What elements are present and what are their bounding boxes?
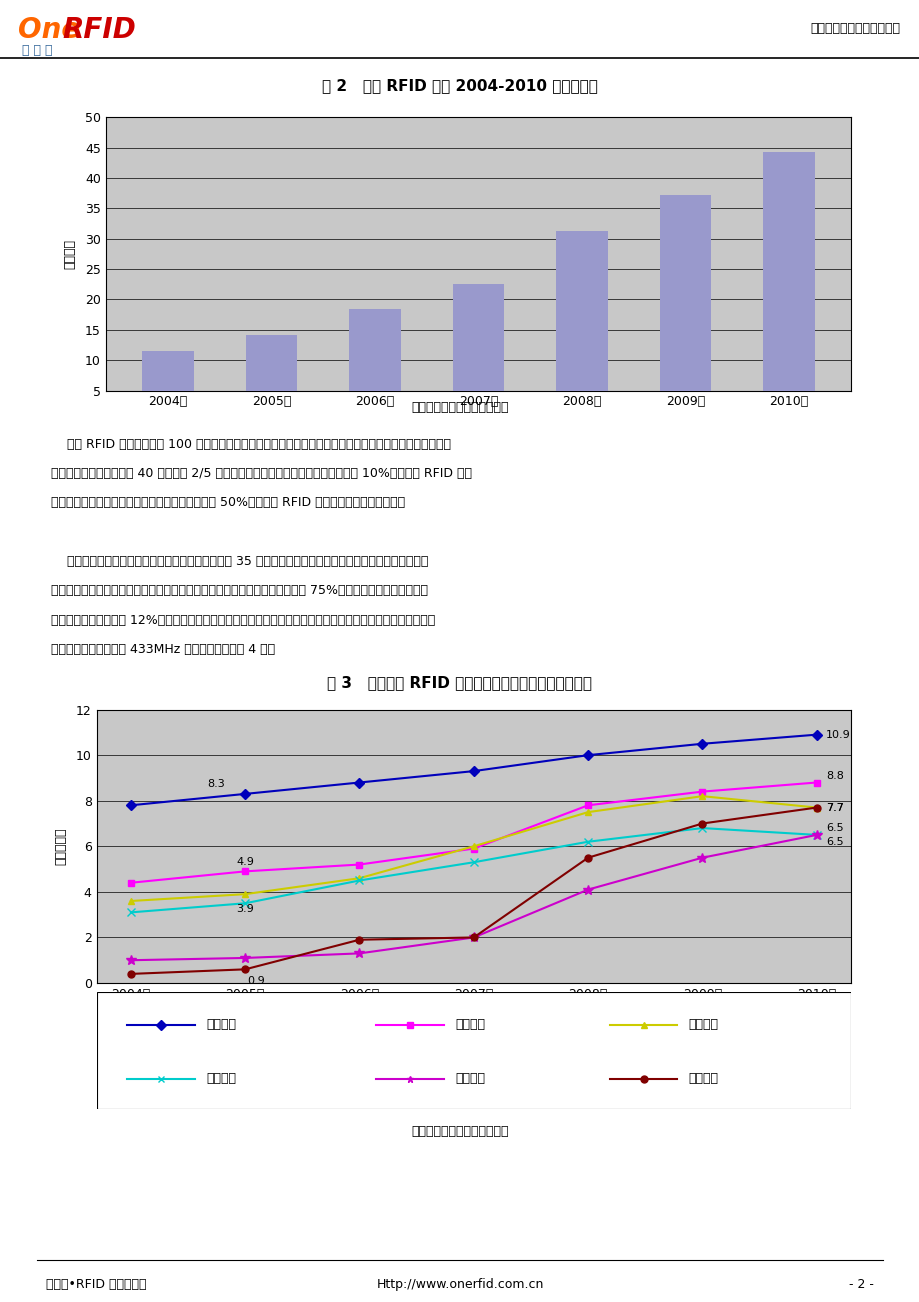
Text: - 2 -: - 2 -	[848, 1279, 873, 1292]
Text: 图 2   中国 RFID 产业 2004-2010 规模及预测: 图 2 中国 RFID 产业 2004-2010 规模及预测	[322, 78, 597, 94]
Y-axis label: 亿人民币: 亿人民币	[63, 238, 76, 270]
Text: 证照防伪: 证照防伪	[206, 1018, 236, 1031]
Bar	[659, 195, 710, 421]
Text: 资料来源：水清木华研究中心: 资料来源：水清木华研究中心	[411, 1125, 508, 1138]
Text: 0.9: 0.9	[247, 975, 266, 986]
Text: 8.8: 8.8	[825, 771, 843, 781]
Bar	[555, 232, 607, 421]
Text: 种代理或外企分支机构有 40 多家，占 2/5 左右。芯片和天线设计与制造企业总共不到 10%，是中国 RFID 产业: 种代理或外企分支机构有 40 多家，占 2/5 左右。芯片和天线设计与制造企业总…	[51, 467, 471, 480]
FancyBboxPatch shape	[96, 992, 850, 1109]
Text: One: One	[18, 16, 80, 44]
Text: 较少，企业不多，只占 12%；超高频段则发展较晚，技术相对欠缺，处于发展初级阶段，企业所占比例也很小，: 较少，企业不多，只占 12%；超高频段则发展较晚，技术相对欠缺，处于发展初级阶段…	[51, 613, 435, 626]
Y-axis label: 单位：亿只: 单位：亿只	[54, 828, 67, 865]
Text: 10.9: 10.9	[825, 729, 850, 740]
Text: 其中具有自主知识产权 433MHz 产品的企业不超过 4 家。: 其中具有自主知识产权 433MHz 产品的企业不超过 4 家。	[51, 643, 275, 656]
Bar	[245, 335, 297, 421]
Text: 8.3: 8.3	[208, 779, 225, 789]
Bar	[348, 309, 401, 421]
Text: 仓储物流: 仓储物流	[688, 1073, 718, 1086]
Text: 7.7: 7.7	[825, 802, 843, 812]
Bar	[452, 284, 504, 421]
Text: 物品管理: 物品管理	[688, 1018, 718, 1031]
Text: RFID: RFID	[62, 16, 136, 44]
Text: 6.5: 6.5	[825, 837, 843, 846]
Bar	[762, 152, 814, 421]
Text: Http://www.onerfid.com.cn: Http://www.onerfid.com.cn	[376, 1279, 543, 1292]
Text: 电子支付: 电子支付	[206, 1073, 236, 1086]
Text: 资料来源：水清木华研究中心: 资料来源：水清木华研究中心	[411, 401, 508, 414]
Text: 3.9: 3.9	[236, 904, 254, 914]
Text: 6.5: 6.5	[825, 823, 843, 833]
Text: 中国 RFID 企业总数超过 100 家，产业链基本形成，但是关键技术依然缺乏，特别是超高频方面。其中，各: 中国 RFID 企业总数超过 100 家，产业链基本形成，但是关键技术依然缺乏，…	[51, 437, 450, 450]
Text: 图 3   中国内地 RFID 应用主要行业应用标签需求及预测: 图 3 中国内地 RFID 应用主要行业应用标签需求及预测	[327, 674, 592, 690]
Text: 4.9: 4.9	[236, 857, 254, 867]
Text: 一 信 通: 一 信 通	[22, 44, 52, 57]
Text: 生产制造: 生产制造	[454, 1073, 484, 1086]
Text: 一信通•RFID 应用专家！: 一信通•RFID 应用专家！	[46, 1279, 146, 1292]
Text: 最薄弱环节；系统集成与应用系统开发企业占到近 50%，是中国 RFID 产业链中发展最快的环节。: 最薄弱环节；系统集成与应用系统开发企业占到近 50%，是中国 RFID 产业链中…	[51, 496, 404, 509]
Text: 看，低高频段由于发展较早，技术成熟，产品应用广泛，企业最多，总数约占 75%；而微波频段产品应用相对: 看，低高频段由于发展较早，技术成熟，产品应用广泛，企业最多，总数约占 75%；而…	[51, 585, 427, 598]
Bar	[142, 352, 194, 421]
Text: 深圳市一信通软件有限公司: 深圳市一信通软件有限公司	[809, 22, 899, 35]
Text: 而具有自主知识产权产品企业则更少，总数不超过 35 家。从包括芯片、天线、标签和读写器等硬件产品来: 而具有自主知识产权产品企业则更少，总数不超过 35 家。从包括芯片、天线、标签和…	[51, 555, 427, 568]
Text: 7.7: 7.7	[825, 802, 843, 812]
Text: 出入控制: 出入控制	[454, 1018, 484, 1031]
